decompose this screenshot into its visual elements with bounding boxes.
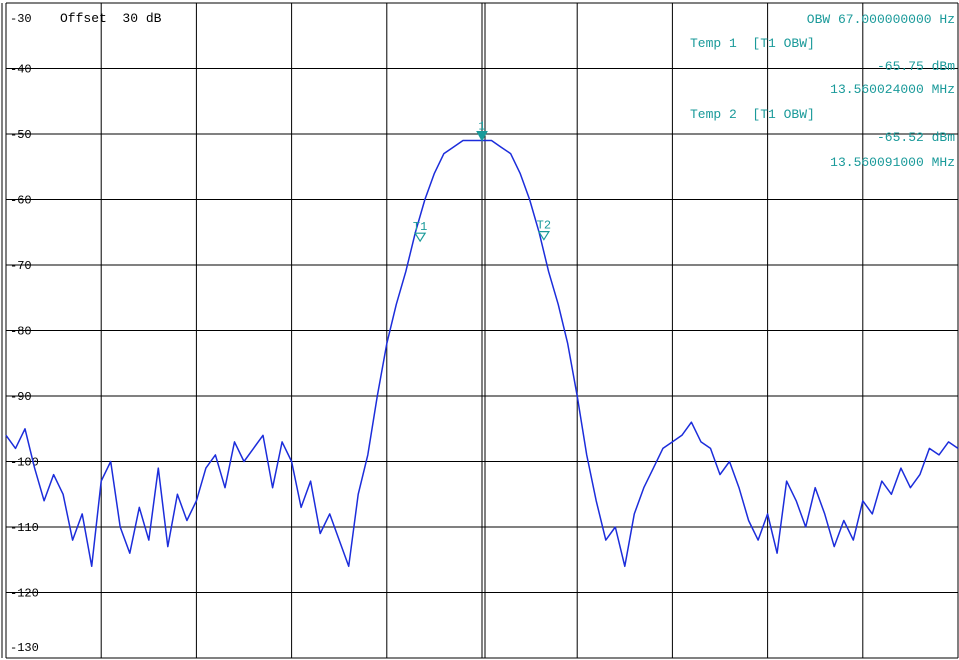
readout-temp1-freq: 13.560024000 MHz (830, 82, 955, 97)
y-tick-label: -60 (10, 194, 32, 208)
markers: 1 T1 T2 (413, 120, 551, 243)
marker-1: 1 (476, 120, 488, 142)
marker-label: T2 (537, 219, 551, 233)
y-tick-label: -40 (10, 63, 32, 77)
y-tick-label: -80 (10, 325, 32, 339)
offset-label: Offset 30 dB (60, 11, 162, 26)
readout-temp2-title: Temp 2 [T1 OBW] (690, 107, 815, 122)
y-tick-label: -70 (10, 259, 32, 273)
y-tick-label: -50 (10, 128, 32, 142)
marker-triangle (476, 131, 488, 142)
marker-t2: T2 (537, 219, 551, 241)
marker-t1: T1 (413, 220, 427, 243)
marker-label: 1 (478, 120, 485, 134)
readout-temp1-level: -65.75 dBm (877, 59, 955, 74)
y-tick-label: -120 (10, 587, 39, 601)
y-tick-labels: -30-40-50-60-70-80-90-100-110-120-130 (10, 12, 39, 655)
readout-temp2-level: -65.52 dBm (877, 130, 955, 145)
marker-triangle (414, 232, 427, 243)
y-tick-label: -30 (10, 12, 32, 26)
marker-readout: OBW 67.000000000 Hz Temp 1 [T1 OBW] -65.… (690, 12, 955, 170)
y-tick-label: -90 (10, 390, 32, 404)
y-tick-label: -110 (10, 521, 39, 535)
marker-triangle (537, 231, 550, 241)
marker-label: T1 (413, 220, 427, 234)
readout-temp2-freq: 13.560091000 MHz (830, 155, 955, 170)
readout-obw: OBW 67.000000000 Hz (807, 12, 955, 27)
readout-temp1-title: Temp 1 [T1 OBW] (690, 36, 815, 51)
y-tick-label: -130 (10, 641, 39, 655)
